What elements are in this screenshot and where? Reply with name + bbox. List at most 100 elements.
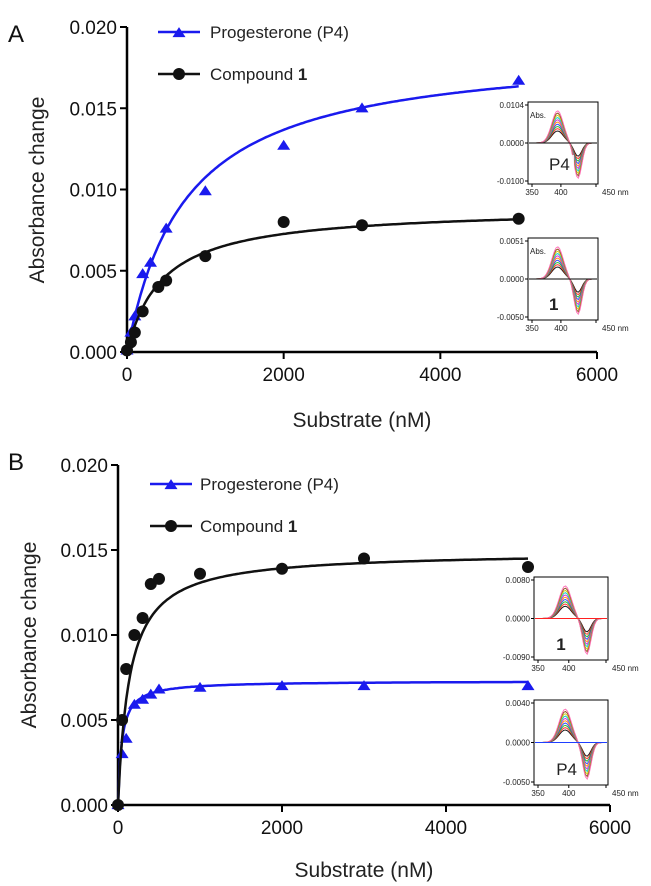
legend-label: Progesterone (P4) — [200, 475, 339, 494]
x-tick-label: 2000 — [261, 818, 303, 839]
inset-x-tick-label: 400 — [554, 324, 568, 333]
data-point-compound1 — [112, 799, 124, 811]
data-point-compound1 — [512, 212, 525, 225]
panel-a: A 0.000 0.005 0.010 0.015 0.020 0 2000 4000 6000 S… — [8, 18, 629, 432]
inset-x-tick-label: 350 — [531, 789, 545, 798]
legend-marker-triangle — [172, 27, 186, 38]
data-point-p4 — [136, 693, 150, 704]
legend-label: Compound 1 — [210, 65, 307, 84]
inset-y-tick-label: -0.0100 — [497, 177, 525, 186]
fit-curve-compound1 — [116, 557, 528, 806]
data-point-compound1 — [277, 216, 290, 228]
inset-y-tick-label: 0.0000 — [500, 139, 525, 148]
inset-y-tick-label: 0.0051 — [500, 237, 525, 246]
legend-label-bold: 1 — [288, 517, 297, 536]
data-point-p4 — [275, 680, 289, 691]
inset-y-tick-label: -0.0050 — [503, 778, 531, 787]
inset-x-tick-label: 350 — [531, 664, 545, 673]
data-point-compound1 — [522, 561, 534, 573]
inset-tag-backdrop — [553, 635, 571, 655]
x-tick-label: 2000 — [263, 365, 305, 386]
data-point-compound1 — [160, 274, 173, 287]
x-tick-label: 6000 — [589, 818, 631, 839]
data-point-p4 — [198, 185, 212, 196]
inset-y-tick-label: 0.0104 — [500, 101, 525, 110]
panel-label: A — [8, 21, 24, 48]
inset-x-tick-label: 400 — [562, 789, 576, 798]
data-point-compound1 — [199, 250, 212, 263]
inset-y-tick-label: -0.0050 — [497, 313, 525, 322]
inset-x-tick-label: 350 — [525, 324, 539, 333]
data-point-compound1 — [153, 572, 165, 585]
inset-tag: 1 — [556, 635, 565, 654]
inset-y-tick-label: 0.0040 — [506, 699, 531, 708]
inset-y-tick-label: 0.0000 — [500, 275, 525, 284]
data-point-compound1 — [116, 714, 129, 726]
y-tick-label: 0.000 — [69, 343, 117, 364]
inset-tag-backdrop — [546, 295, 563, 315]
y-tick-label: 0.015 — [69, 99, 117, 120]
inset-x-tick-label: 450 nm — [612, 664, 639, 673]
fit-curve-p4 — [116, 680, 528, 806]
x-tick-label: 6000 — [576, 365, 618, 386]
data-point-p4 — [152, 683, 166, 694]
fit-curve-compound1 — [125, 218, 519, 353]
y-tick-label: 0.010 — [60, 626, 108, 647]
inset-x-tick-label: 450 nm — [602, 324, 629, 333]
inset-tag-backdrop — [553, 759, 582, 779]
inset-y-label: Abs. — [530, 247, 546, 256]
data-point-p4 — [357, 680, 371, 691]
inset-y-tick-label: 0.0000 — [506, 739, 531, 748]
panel-b: B 0.000 0.005 0.010 0.015 0.020 0 2000 4000 6000 S… — [8, 449, 639, 882]
inset-y-label: Abs. — [530, 111, 546, 120]
data-point-p4 — [355, 102, 369, 113]
inset-tag: P4 — [549, 155, 570, 174]
inset-y-tick-label: -0.0090 — [503, 653, 531, 662]
x-tick-label: 4000 — [419, 365, 461, 386]
data-point-p4 — [127, 698, 141, 709]
legend-label-bold: 1 — [298, 65, 307, 84]
data-point-compound1 — [356, 219, 368, 232]
data-point-p4 — [136, 268, 150, 279]
inset-x-tick-label: 400 — [554, 188, 568, 197]
data-point-p4 — [144, 256, 157, 267]
inset-y-tick-label: 0.0000 — [506, 615, 531, 624]
data-point-p4 — [277, 139, 291, 150]
legend-marker-circle — [173, 68, 185, 80]
inset-x-tick-label: 400 — [562, 664, 576, 673]
data-point-compound1 — [136, 612, 149, 624]
inset-tag: P4 — [556, 760, 577, 779]
data-point-compound1 — [358, 552, 370, 565]
inset-x-tick-label: 450 nm — [612, 789, 639, 798]
y-tick-label: 0.005 — [60, 711, 108, 732]
y-axis-title: Absorbance change — [26, 97, 49, 284]
panel-label: B — [8, 449, 24, 476]
x-axis-title: Substrate (nM) — [295, 859, 434, 882]
legend-marker-circle — [165, 520, 177, 532]
data-point-p4 — [521, 680, 535, 691]
data-point-p4 — [193, 681, 207, 692]
x-tick-label: 0 — [113, 818, 124, 839]
y-tick-label: 0.010 — [69, 181, 117, 202]
data-point-p4 — [144, 688, 158, 699]
inset-tag-backdrop — [546, 155, 574, 175]
data-point-compound1 — [120, 663, 133, 675]
y-tick-label: 0.005 — [69, 262, 117, 283]
legend-label: Compound 1 — [200, 517, 297, 536]
legend-label: Progesterone (P4) — [210, 23, 349, 42]
y-axis-title: Absorbance change — [18, 542, 41, 729]
data-point-compound1 — [276, 562, 288, 575]
inset-x-tick-label: 450 nm — [602, 188, 629, 197]
data-point-compound1 — [128, 629, 141, 641]
data-point-compound1 — [124, 336, 137, 349]
data-point-p4 — [159, 222, 173, 233]
inset-tag: 1 — [549, 295, 558, 314]
x-tick-label: 0 — [122, 365, 133, 386]
y-tick-label: 0.015 — [60, 541, 108, 562]
data-point-compound1 — [136, 305, 149, 318]
